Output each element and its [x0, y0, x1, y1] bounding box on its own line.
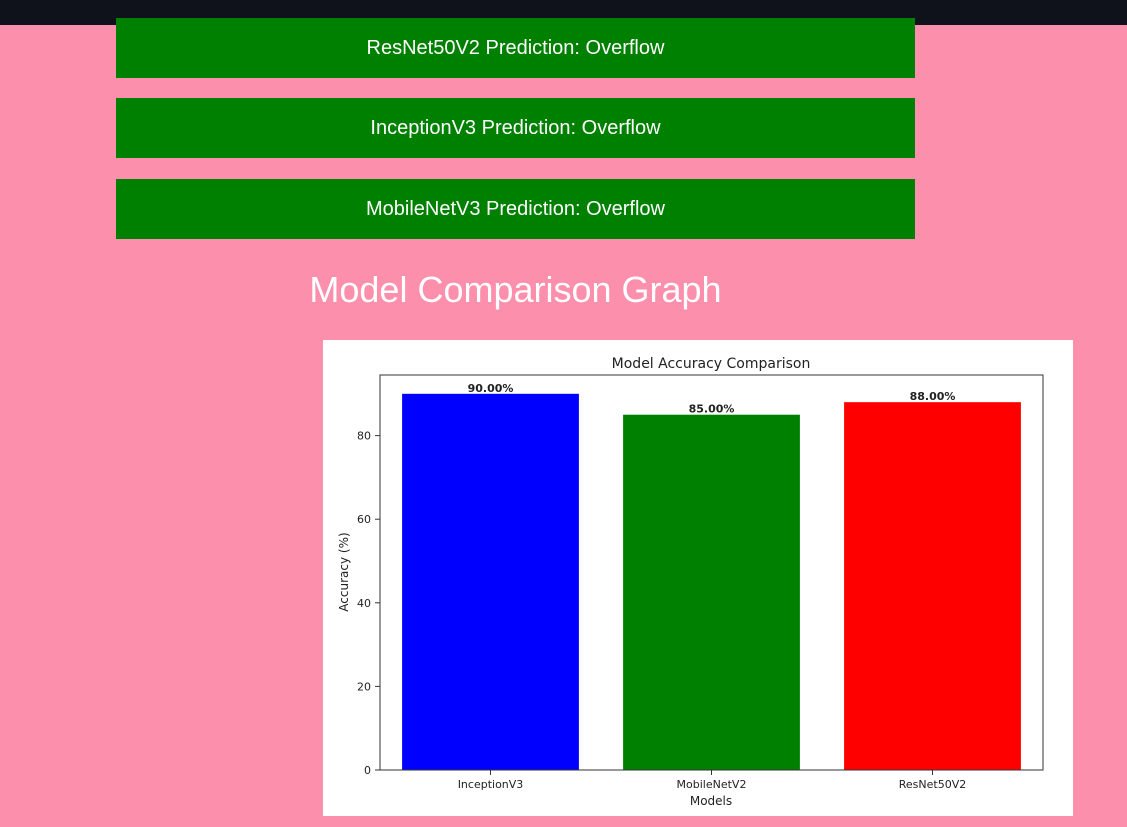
prediction-text: MobileNetV3 Prediction: Overflow — [365, 197, 665, 220]
bar-mobilenetv2 — [623, 414, 800, 770]
section-title: Model Comparison Graph — [309, 269, 722, 310]
prediction-text: InceptionV3 Prediction: Overflow — [370, 116, 661, 139]
plot-frame — [379, 374, 1044, 771]
bar-value-label: 85.00% — [689, 403, 735, 416]
x-tick-label: ResNet50V2 — [899, 778, 966, 791]
bar-value-label: 88.00% — [910, 390, 956, 403]
resnet50v2-prediction-banner: ResNet50V2 Prediction: Overflow — [116, 18, 915, 78]
x-tick-label: MobileNetV2 — [677, 778, 747, 791]
bar-inceptionv3 — [402, 393, 579, 770]
inceptionv3-prediction-banner: InceptionV3 Prediction: Overflow — [116, 98, 915, 158]
mobilenetv3-prediction-banner: MobileNetV3 Prediction: Overflow — [116, 179, 915, 239]
y-tick-label: 20 — [357, 680, 371, 693]
y-tick-label: 60 — [357, 513, 371, 526]
y-tick-label: 80 — [357, 430, 371, 443]
bar-value-label: 90.00% — [468, 382, 514, 395]
y-tick-label: 40 — [357, 597, 371, 610]
accuracy-bar-chart: Model Accuracy Comparison Models Accurac… — [337, 356, 1044, 808]
chart-image: Model Accuracy Comparison Models Accurac… — [323, 340, 1073, 816]
x-tick-label: InceptionV3 — [458, 778, 524, 791]
chart-title: Model Accuracy Comparison — [612, 356, 811, 372]
prediction-text: ResNet50V2 Prediction: Overflow — [366, 36, 665, 59]
y-tick-label: 0 — [364, 764, 371, 777]
bar-resnet50v2 — [844, 402, 1021, 770]
y-axis-label: Accuracy (%) — [337, 532, 351, 611]
x-axis-label: Models — [690, 794, 732, 808]
